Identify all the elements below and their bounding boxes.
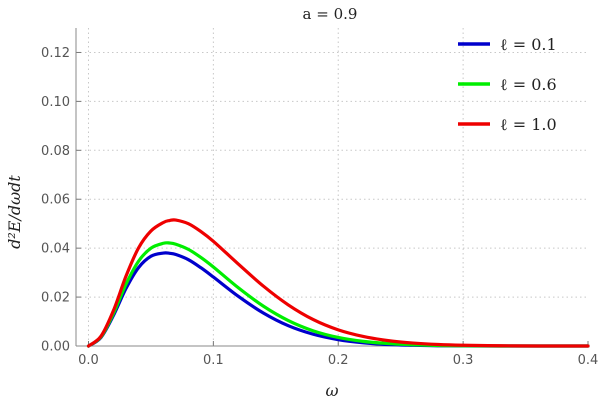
- legend-label-2: ℓ = 0.6: [500, 75, 557, 94]
- x-axis-label: ω: [325, 381, 338, 400]
- x-tick-label: 0.2: [328, 353, 349, 368]
- x-tick-label: 0.1: [203, 353, 224, 368]
- y-tick-label: 0.00: [41, 340, 70, 355]
- y-tick-label: 0.08: [41, 144, 70, 159]
- x-tick-label: 0.4: [578, 353, 599, 368]
- legend-label-1: ℓ = 0.1: [500, 35, 557, 54]
- x-tick-labels: 0.0 0.1 0.2 0.3 0.4: [78, 353, 598, 368]
- series-lines: [86, 218, 590, 348]
- chart-title: a = 0.9: [303, 5, 358, 23]
- y-axis-label: d²E/dωdt: [5, 175, 24, 249]
- y-tick-labels: 0.00 0.02 0.04 0.06 0.08 0.10 0.12: [41, 46, 70, 355]
- y-tick-label: 0.12: [41, 46, 70, 61]
- legend: ℓ = 0.1 ℓ = 0.6 ℓ = 1.0: [458, 35, 557, 134]
- x-tick-label: 0.3: [453, 353, 474, 368]
- legend-label-3: ℓ = 1.0: [500, 115, 557, 134]
- y-tick-label: 0.02: [41, 291, 70, 306]
- series-line-3: [86, 218, 590, 348]
- y-tick-label: 0.10: [41, 95, 70, 110]
- y-tick-label: 0.04: [41, 242, 70, 257]
- x-tick-label: 0.0: [78, 353, 99, 368]
- y-tick-label: 0.06: [41, 193, 70, 208]
